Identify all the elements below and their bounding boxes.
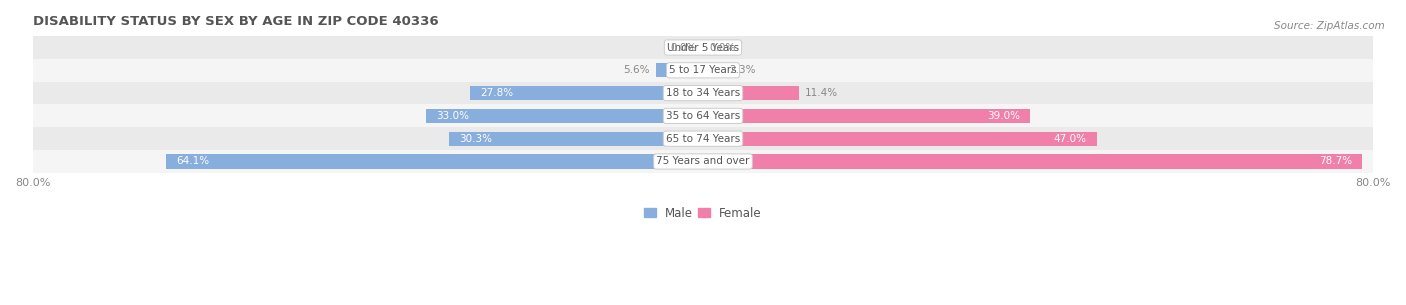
Bar bbox=[703, 132, 1097, 146]
Text: 64.1%: 64.1% bbox=[176, 156, 209, 167]
Text: 30.3%: 30.3% bbox=[460, 134, 492, 144]
Text: Under 5 Years: Under 5 Years bbox=[666, 42, 740, 52]
Text: 33.0%: 33.0% bbox=[436, 111, 470, 121]
Text: 47.0%: 47.0% bbox=[1053, 134, 1087, 144]
Text: 75 Years and over: 75 Years and over bbox=[657, 156, 749, 167]
Text: 5 to 17 Years: 5 to 17 Years bbox=[669, 65, 737, 75]
Bar bbox=[703, 86, 799, 100]
Bar bbox=[166, 154, 703, 169]
Bar bbox=[32, 59, 1374, 82]
Text: Source: ZipAtlas.com: Source: ZipAtlas.com bbox=[1274, 21, 1385, 31]
Text: 27.8%: 27.8% bbox=[479, 88, 513, 98]
Bar bbox=[426, 109, 703, 123]
Bar bbox=[32, 105, 1374, 127]
Bar bbox=[32, 127, 1374, 150]
Bar bbox=[32, 36, 1374, 59]
Text: DISABILITY STATUS BY SEX BY AGE IN ZIP CODE 40336: DISABILITY STATUS BY SEX BY AGE IN ZIP C… bbox=[32, 15, 439, 28]
Text: 5.6%: 5.6% bbox=[623, 65, 650, 75]
Bar bbox=[32, 150, 1374, 173]
Legend: Male, Female: Male, Female bbox=[640, 202, 766, 224]
Bar bbox=[703, 154, 1362, 169]
Text: 18 to 34 Years: 18 to 34 Years bbox=[666, 88, 740, 98]
Bar bbox=[449, 132, 703, 146]
Text: 35 to 64 Years: 35 to 64 Years bbox=[666, 111, 740, 121]
Bar bbox=[657, 63, 703, 77]
Bar bbox=[703, 109, 1029, 123]
Text: 78.7%: 78.7% bbox=[1319, 156, 1353, 167]
Bar bbox=[470, 86, 703, 100]
Bar bbox=[32, 82, 1374, 105]
Text: 0.0%: 0.0% bbox=[671, 42, 696, 52]
Text: 0.0%: 0.0% bbox=[710, 42, 735, 52]
Text: 39.0%: 39.0% bbox=[987, 111, 1019, 121]
Text: 2.3%: 2.3% bbox=[728, 65, 755, 75]
Bar bbox=[703, 63, 723, 77]
Text: 11.4%: 11.4% bbox=[806, 88, 838, 98]
Text: 65 to 74 Years: 65 to 74 Years bbox=[666, 134, 740, 144]
